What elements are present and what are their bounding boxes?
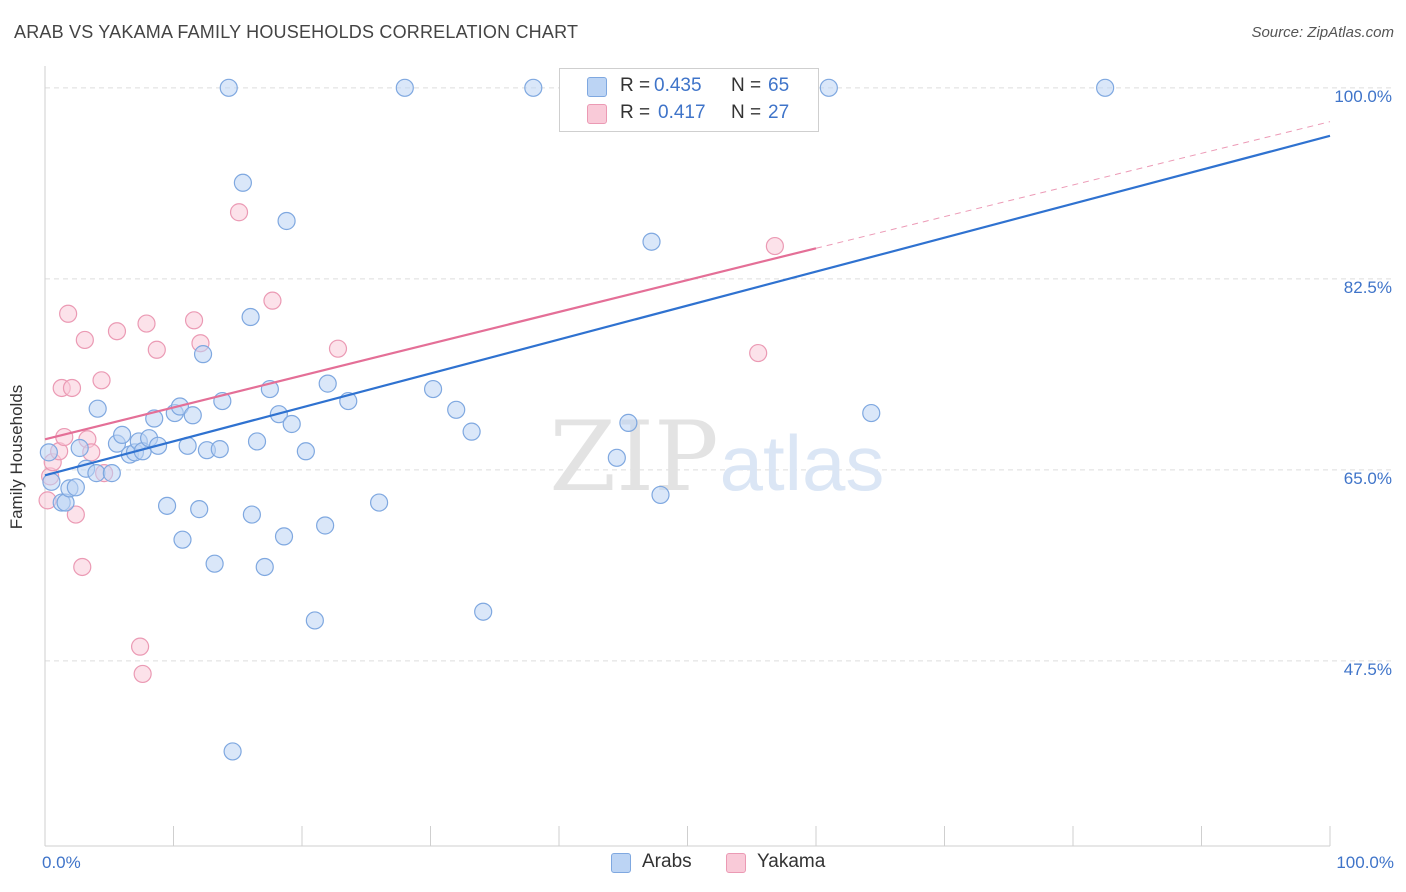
y-tick-label: 100.0% bbox=[1334, 87, 1392, 106]
arabs-point bbox=[241, 307, 260, 327]
arabs-point bbox=[296, 442, 315, 461]
chart-title: ARAB VS YAKAMA FAMILY HOUSEHOLDS CORRELA… bbox=[14, 22, 579, 42]
arabs-point bbox=[193, 345, 213, 364]
arabs-point bbox=[223, 742, 242, 761]
watermark: ZIP atlas bbox=[549, 401, 884, 513]
arabs-point bbox=[462, 422, 481, 441]
y-tick-label: 82.5% bbox=[1343, 278, 1392, 297]
arabs-point bbox=[242, 505, 261, 524]
arabs-point bbox=[305, 611, 324, 630]
legend-n-label: N = bbox=[731, 75, 762, 96]
x-tick-label: 100.0% bbox=[1336, 853, 1394, 872]
bottom-legend-swatch-arabs bbox=[611, 853, 631, 873]
source-note: Source: ZipAtlas.com bbox=[1251, 24, 1394, 41]
arabs-point bbox=[190, 500, 209, 519]
yakama-point bbox=[184, 311, 204, 330]
yakama-point bbox=[263, 291, 282, 310]
arabs-point bbox=[282, 414, 301, 434]
arabs-point bbox=[318, 374, 337, 393]
arabs-point bbox=[173, 530, 192, 549]
arabs-point bbox=[619, 413, 638, 432]
arabs-point bbox=[87, 464, 106, 483]
arabs-trend-line bbox=[44, 134, 1331, 477]
arabs-point bbox=[183, 406, 202, 425]
watermark-atlas: atlas bbox=[720, 419, 885, 507]
arabs-point bbox=[274, 527, 294, 546]
yakama-point bbox=[749, 343, 768, 363]
bottom-legend-label-yakama: Yakama bbox=[757, 851, 826, 872]
yakama-point bbox=[133, 664, 152, 684]
arabs-point bbox=[210, 439, 229, 459]
x-tick-label: 0.0% bbox=[42, 853, 81, 872]
arabs-point bbox=[219, 78, 238, 97]
arabs-point bbox=[316, 516, 335, 535]
yakama-point bbox=[75, 330, 94, 350]
arabs-point bbox=[157, 496, 177, 515]
legend-row-arabs: R = 0.435 N = 65 bbox=[560, 74, 818, 100]
yakama-point bbox=[66, 505, 85, 524]
bottom-legend-label-arabs: Arabs bbox=[642, 851, 692, 872]
legend-swatch-yakama bbox=[587, 104, 607, 124]
legend-r-value: 0.417 bbox=[658, 102, 706, 123]
arabs-point bbox=[247, 432, 267, 451]
arabs-point bbox=[112, 425, 132, 445]
arabs-point bbox=[447, 400, 466, 419]
trend-lines bbox=[44, 121, 1331, 477]
yakama-point bbox=[147, 340, 166, 359]
legend-r-label: R = bbox=[620, 75, 651, 96]
yakama-trend-extension bbox=[815, 121, 1331, 249]
stats-legend: R = 0.435 N = 65 R = 0.417 N = 27 bbox=[559, 68, 819, 132]
yakama-point bbox=[130, 637, 150, 656]
arabs-point bbox=[819, 78, 838, 97]
yakama-point bbox=[328, 339, 348, 358]
arabs-point bbox=[66, 478, 85, 497]
arabs-point bbox=[39, 443, 58, 462]
arabs-point bbox=[423, 379, 443, 399]
y-tick-label: 65.0% bbox=[1343, 469, 1392, 488]
arabs-point bbox=[651, 485, 670, 505]
bottom-legend-swatch-yakama bbox=[726, 853, 746, 873]
arabs-point bbox=[862, 403, 881, 423]
arabs-point bbox=[70, 438, 89, 458]
arabs-point bbox=[102, 464, 121, 483]
y-axis-label: Family Households bbox=[7, 384, 26, 530]
y-tick-label: 47.5% bbox=[1343, 660, 1392, 679]
legend-r-label: R = bbox=[620, 102, 651, 123]
series-yakama-points bbox=[38, 203, 784, 684]
legend-n-value: 27 bbox=[768, 102, 790, 123]
legend-r-value: 0.435 bbox=[654, 75, 702, 96]
arabs-point bbox=[524, 78, 543, 97]
arabs-point bbox=[642, 232, 661, 251]
arabs-point bbox=[370, 493, 389, 512]
yakama-point bbox=[92, 371, 111, 390]
yakama-point bbox=[59, 304, 78, 323]
yakama-point bbox=[62, 378, 82, 398]
legend-swatch-arabs bbox=[587, 77, 607, 97]
yakama-point bbox=[73, 557, 92, 577]
arabs-point bbox=[205, 554, 224, 573]
arabs-point bbox=[88, 399, 107, 418]
arabs-point bbox=[395, 78, 414, 97]
arabs-point bbox=[474, 602, 493, 621]
arabs-point bbox=[607, 448, 626, 467]
arabs-point bbox=[255, 557, 274, 577]
arabs-point bbox=[1096, 78, 1115, 97]
legend-n-label: N = bbox=[731, 102, 762, 123]
legend-row-yakama: R = 0.417 N = 27 bbox=[560, 101, 818, 127]
arabs-point bbox=[233, 173, 252, 192]
arabs-point bbox=[277, 211, 296, 231]
gridlines bbox=[45, 87, 1393, 662]
yakama-point bbox=[107, 322, 127, 341]
legend-n-value: 65 bbox=[768, 75, 790, 96]
yakama-point bbox=[137, 314, 156, 333]
yakama-point bbox=[765, 236, 784, 256]
yakama-trend-line bbox=[44, 247, 817, 441]
yakama-point bbox=[229, 203, 249, 222]
